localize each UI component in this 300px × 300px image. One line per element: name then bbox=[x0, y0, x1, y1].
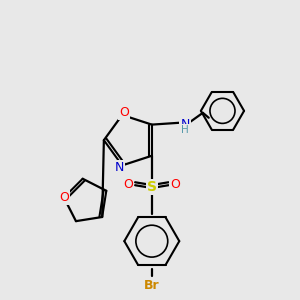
Text: N: N bbox=[115, 161, 124, 174]
Text: O: O bbox=[170, 178, 180, 191]
Text: H: H bbox=[181, 124, 189, 134]
Text: O: O bbox=[59, 191, 69, 204]
Text: Br: Br bbox=[144, 279, 160, 292]
Text: O: O bbox=[119, 106, 129, 118]
Text: N: N bbox=[181, 118, 190, 131]
Text: S: S bbox=[147, 180, 157, 194]
Text: O: O bbox=[123, 178, 133, 191]
